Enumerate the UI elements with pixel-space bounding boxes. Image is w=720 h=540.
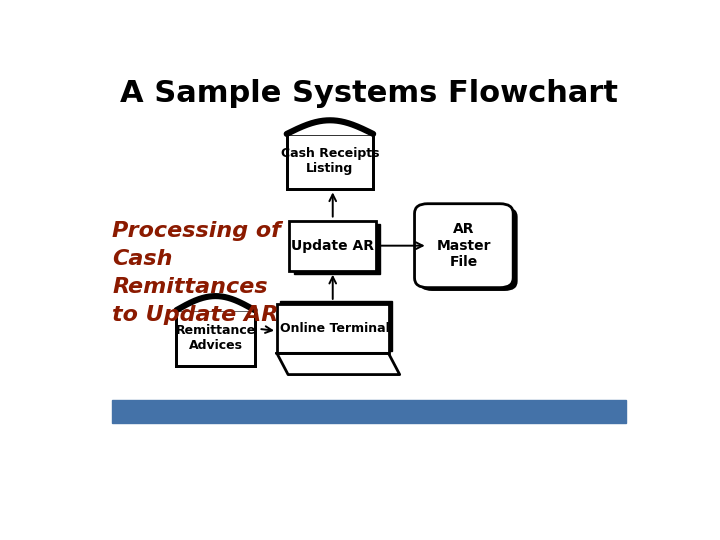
- Text: Processing of
Cash
Remittances
to Update AR: Processing of Cash Remittances to Update…: [112, 221, 281, 325]
- FancyBboxPatch shape: [415, 204, 513, 288]
- Bar: [289, 221, 376, 271]
- Bar: [277, 304, 389, 353]
- Bar: [112, 400, 626, 423]
- Text: Cash Receipts
Listing: Cash Receipts Listing: [281, 147, 379, 175]
- Polygon shape: [280, 301, 392, 351]
- Bar: [287, 134, 373, 188]
- Text: A Sample Systems Flowchart: A Sample Systems Flowchart: [120, 79, 618, 109]
- Bar: [176, 310, 255, 366]
- Polygon shape: [277, 353, 400, 375]
- Text: Online Terminal: Online Terminal: [279, 322, 390, 335]
- Text: Update AR: Update AR: [291, 239, 374, 253]
- Polygon shape: [294, 224, 380, 274]
- Text: AR
Master
File: AR Master File: [436, 222, 491, 269]
- FancyBboxPatch shape: [419, 207, 518, 291]
- Text: Remittance
Advices: Remittance Advices: [176, 324, 256, 352]
